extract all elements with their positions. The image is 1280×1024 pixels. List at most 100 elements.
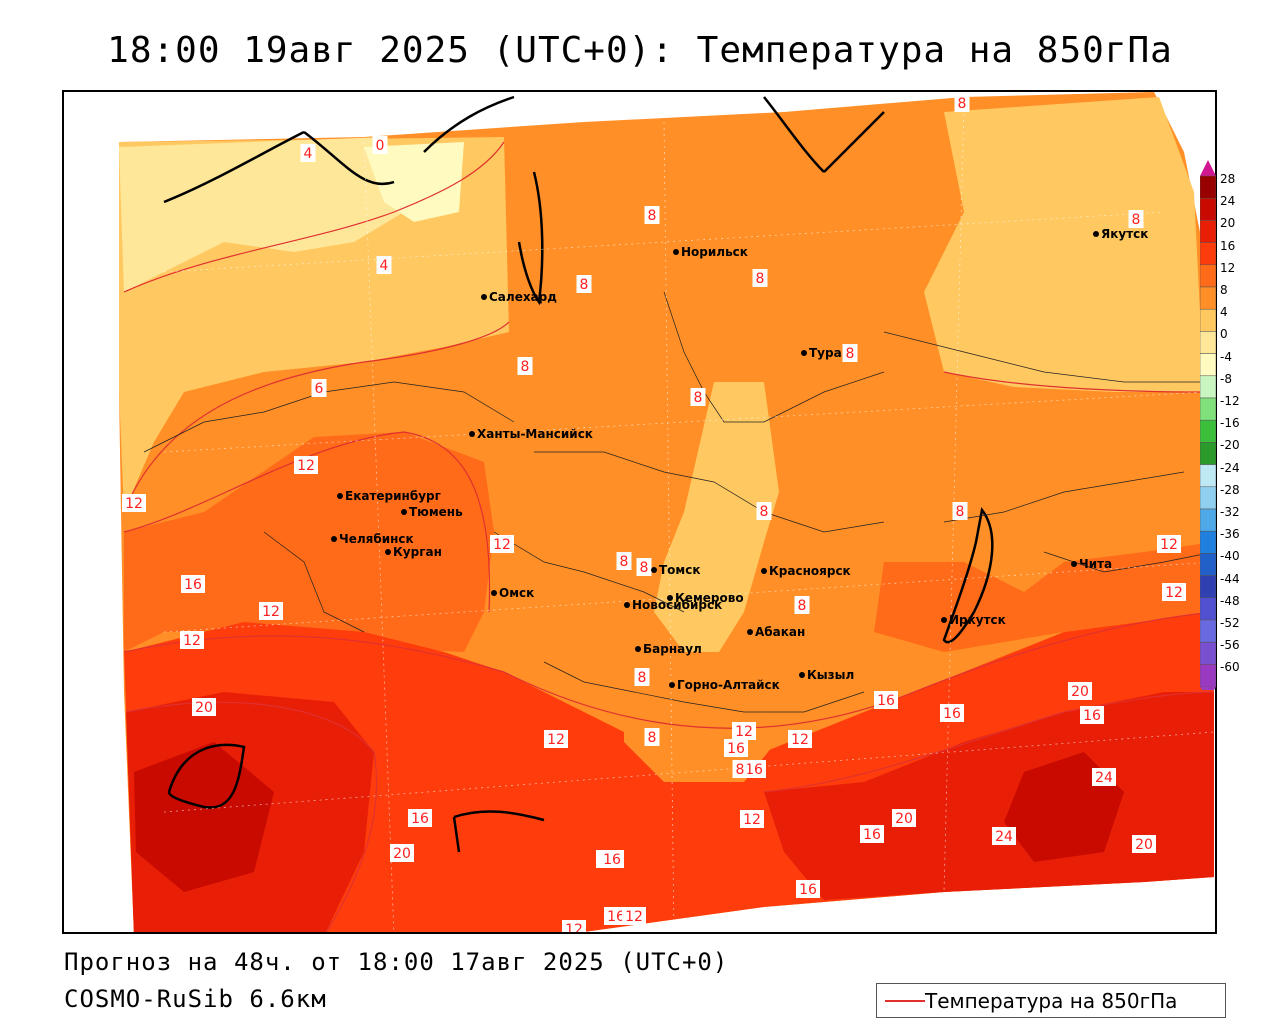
contour-label-text: 12 <box>183 633 201 649</box>
contour-label-text: 16 <box>1083 708 1101 724</box>
contour-value-label: 12 <box>1162 583 1186 601</box>
contour-label-bg <box>740 810 764 828</box>
contour-label-bg <box>644 728 660 746</box>
contour-label-text: 4 <box>380 258 389 274</box>
contour-label-text: 12 <box>493 537 511 553</box>
colorbar-tick-label: 4 <box>1220 305 1228 320</box>
field-4-8-northeast <box>924 97 1204 392</box>
city-markers: Норильск Якутск Салехард Тура Ханты-Мансийск… <box>331 227 1148 692</box>
contour-label-text: 8 <box>798 598 807 614</box>
colorbar-swatch <box>1200 486 1216 510</box>
colorbar: 28 24 20 16 12 8 4 0 -4 -8 -12 -16 -20 -24 -28 -32 -36 -4… <box>1200 160 1280 690</box>
city-dot <box>401 509 407 515</box>
city-label: Ханты-Мансийск <box>477 427 593 441</box>
city-dot <box>469 431 475 437</box>
contour-label-text: 20 <box>895 811 913 827</box>
city-dot <box>635 646 641 652</box>
contour-label-text: 6 <box>315 381 324 397</box>
contour-value-label: 8 <box>954 94 970 112</box>
legend-line-swatch <box>885 1000 925 1002</box>
gulf-of-ob <box>517 171 544 306</box>
city-label: Салехард <box>489 290 557 304</box>
contour-label-text: 20 <box>1135 837 1153 853</box>
city-dot <box>1093 231 1099 237</box>
contour-label-bg <box>1132 835 1156 853</box>
city-label: Кемерово <box>675 591 744 605</box>
contour-label-text: 8 <box>640 560 649 576</box>
contour-label-text: 12 <box>743 812 761 828</box>
temperature-map[interactable]: 8 0 4 8 8 8 4 8 6 8 8 8 8 12 12 8 8 12 12 16 12 12 8 20 12 8 12 16 1… <box>62 90 1217 934</box>
contour-label-bg <box>788 730 812 748</box>
contour-label-bg <box>622 907 646 925</box>
city-dot <box>385 549 391 555</box>
colorbar-tick-label: -40 <box>1220 549 1240 564</box>
contour-label-text: 8 <box>956 504 965 520</box>
isoline-4 <box>123 141 505 293</box>
colorbar-tick-label: -44 <box>1220 571 1240 586</box>
contour-value-label: 16 <box>742 760 766 778</box>
contour-value-label: 16 <box>181 575 205 593</box>
contour-label-text: 8 <box>620 554 629 570</box>
temperature-fields <box>119 92 1214 932</box>
contour-label-bg <box>408 809 432 827</box>
colorbar-tick-label: 12 <box>1220 260 1236 275</box>
contour-label-bg <box>796 880 820 898</box>
contour-value-label: 12 <box>544 730 568 748</box>
coastlines <box>163 95 994 853</box>
contour-label-text: 16 <box>863 827 881 843</box>
contour-label-text: 8 <box>760 504 769 520</box>
colorbar-swatch <box>1200 619 1216 643</box>
field-12-16-west <box>124 432 494 652</box>
contour-label-text: 16 <box>745 762 763 778</box>
city-dot <box>651 567 657 573</box>
field-lt0-kara <box>364 142 464 222</box>
field-0-4-northwest <box>119 137 404 292</box>
contour-value-label: 16 <box>600 850 624 868</box>
field-8-12-altai <box>624 692 784 782</box>
contour-label-bg <box>954 94 970 112</box>
colorbar-swatch <box>1200 641 1216 665</box>
contour-value-label: 16 <box>874 691 898 709</box>
isoline-8-east <box>943 371 1205 393</box>
contour-value-label: 8 <box>644 728 660 746</box>
city-dot <box>1071 561 1077 567</box>
contour-value-label: 16 <box>860 825 884 843</box>
colorbar-swatch <box>1200 353 1216 377</box>
contour-label-text: 8 <box>521 359 530 375</box>
contour-label-bg <box>742 760 766 778</box>
contour-label-bg <box>600 850 624 868</box>
aral-sea <box>167 743 246 809</box>
colorbar-swatch <box>1200 220 1216 243</box>
arctic-coast <box>163 95 885 204</box>
contour-label-text: 12 <box>1160 537 1178 553</box>
colorbar-scale <box>1200 160 1216 690</box>
contour-label-text: 12 <box>547 732 565 748</box>
contour-value-label: 20 <box>1068 682 1092 700</box>
contour-label-bg <box>1162 583 1186 601</box>
contour-value-label: 20 <box>192 698 216 716</box>
contour-label-bg <box>732 760 748 778</box>
contour-label-bg <box>756 502 772 520</box>
isoline-20-east <box>763 691 1215 793</box>
contour-label-text: 8 <box>756 271 765 287</box>
contour-label-bg <box>122 494 146 512</box>
contour-value-label: 8 <box>732 760 748 778</box>
contour-label-text: 12 <box>565 922 583 934</box>
city-dot <box>624 602 630 608</box>
contour-label-bg <box>1080 706 1104 724</box>
city-dot <box>669 682 675 688</box>
contour-label-bg <box>294 456 318 474</box>
city-label: Тура <box>809 346 842 360</box>
contour-label-bg <box>181 575 205 593</box>
city-label: Норильск <box>681 245 748 259</box>
city-label: Абакан <box>755 625 805 639</box>
field-12-16-baikal <box>874 542 1214 652</box>
colorbar-swatch <box>1200 175 1216 199</box>
contour-value-label: 8 <box>794 596 810 614</box>
contour-label-bg <box>860 825 884 843</box>
contour-value-label: 8 <box>616 552 632 570</box>
contour-value-label: 20 <box>1132 835 1156 853</box>
colorbar-tick-label: -4 <box>1220 349 1232 364</box>
contour-label-text: 12 <box>1165 585 1183 601</box>
